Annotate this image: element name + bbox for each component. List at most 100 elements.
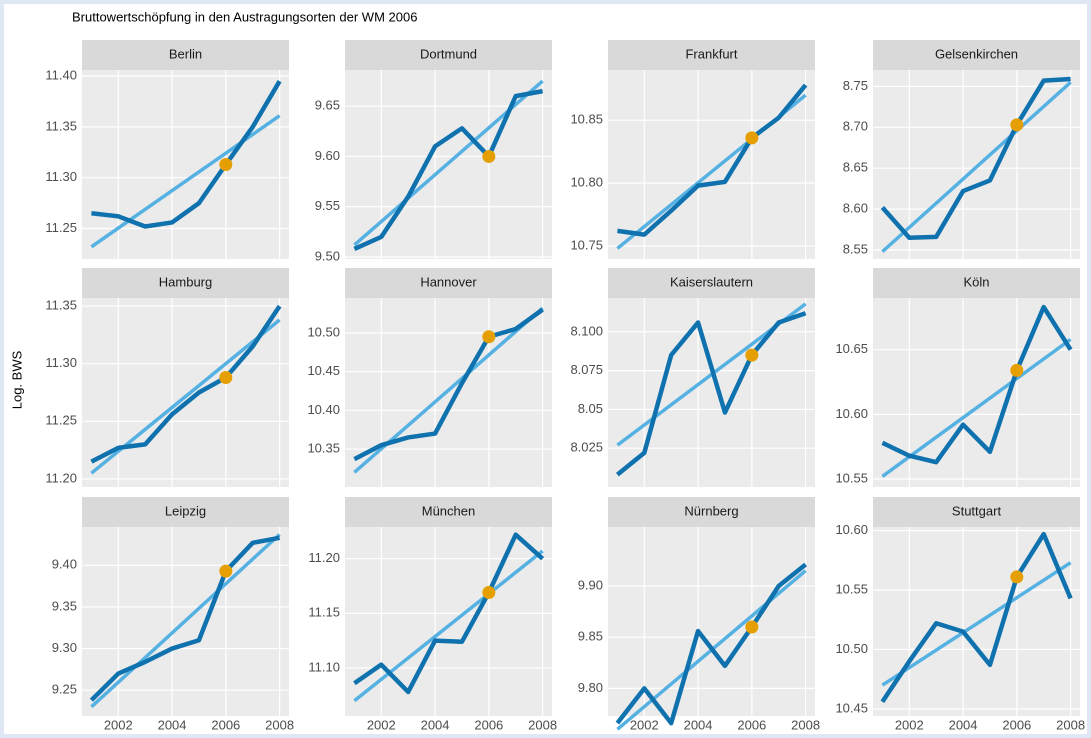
y-tick-label: 9.85 [578,629,603,644]
highlight-point [482,586,496,600]
strip [345,497,552,527]
x-tick-label: 2002 [367,717,396,732]
data-line [91,80,282,229]
data-line [615,311,807,477]
strip [608,40,815,70]
panel-background [82,298,289,487]
y-tick-label: 10.80 [570,175,603,190]
data-line [880,76,1071,240]
trend-line [881,80,1072,253]
trend-line [90,533,281,709]
y-tick-label: 8.75 [843,78,868,93]
highlight-point [745,348,759,362]
highlight-point [482,330,496,344]
x-tick-label: 2004 [949,717,978,732]
y-tick-label: 9.80 [578,680,603,695]
y-tick-label: 11.30 [45,169,77,184]
x-tick-label: 2008 [1056,717,1085,732]
panel-background [608,527,815,716]
x-tick-label: 2002 [630,717,659,732]
highlight-point [482,149,496,163]
y-tick-label: 10.60 [835,406,868,421]
data-line [615,562,807,726]
trend-line [881,337,1072,478]
y-tick-label: 10.35 [307,440,340,455]
x-tick-label: 2008 [791,717,820,732]
y-tick-label: 9.90 [578,577,603,592]
highlight-point [745,131,759,145]
y-tick-label: 11.25 [45,220,77,235]
y-tick-label: 9.40 [52,557,77,572]
y-tick-label: 9.35 [52,598,77,613]
panel-title: Kaiserslautern [670,274,753,289]
strip [345,40,552,70]
y-tick-label: 11.35 [45,118,77,133]
y-tick-label: 9.65 [315,98,340,113]
chart-title: Bruttowertschöpfung in den Austragungsor… [72,9,417,24]
y-tick-label: 10.45 [307,363,340,378]
y-tick-label: 11.35 [45,298,77,313]
y-tick-label: 10.60 [835,522,868,537]
strip [608,497,815,527]
y-tick-label: 8.65 [843,160,868,175]
data-line [617,83,808,237]
x-tick-label: 2004 [684,717,713,732]
x-tick-label: 2008 [528,717,557,732]
panel-title: Gelsenkirchen [935,46,1018,61]
panel-title: Hamburg [159,274,212,289]
highlight-point [219,371,233,385]
y-tick-label: 10.85 [570,112,603,127]
highlight-point [219,564,233,578]
y-tick-label: 8.70 [843,119,868,134]
y-tick-label: 8.05 [578,401,603,416]
data-line [353,307,544,462]
x-tick-label: 2004 [421,717,450,732]
data-line [90,304,282,464]
y-tick-label: 8.075 [570,362,603,377]
panel-background [873,527,1080,716]
y-tick-label: 11.20 [308,550,340,565]
y-tick-label: 10.40 [307,402,340,417]
y-tick-label: 10.50 [307,324,340,339]
y-tick-label: 10.75 [570,237,603,252]
y-tick-label: 9.55 [315,198,340,213]
x-tick-label: 2006 [1002,717,1031,732]
strip [873,40,1080,70]
data-line [881,304,1073,465]
panel-title: Nürnberg [684,503,738,518]
y-tick-label: 9.60 [315,148,340,163]
highlight-point [219,158,233,171]
y-tick-label: 8.60 [843,201,868,216]
panel-background [345,527,552,716]
y-tick-label: 9.25 [52,682,77,697]
y-tick-label: 11.10 [308,659,340,674]
panel-title: Berlin [169,46,202,61]
panel-title: Dortmund [420,46,477,61]
panel-title: Köln [963,274,989,289]
panel-title: München [422,503,475,518]
y-tick-label: 8.55 [843,241,868,256]
strip [345,268,552,298]
x-tick-label: 2002 [895,717,924,732]
y-tick-label: 8.025 [570,440,603,455]
strip [82,497,289,527]
highlight-point [1010,118,1024,132]
highlight-point [1010,363,1024,377]
trend-line [881,561,1072,687]
y-tick-label: 11.30 [45,355,77,370]
y-tick-label: 10.55 [835,470,868,485]
y-axis-label: Log. BWS [9,350,24,409]
panel-title: Leipzig [165,503,206,518]
y-tick-label: 9.30 [52,640,77,655]
x-tick-label: 2006 [211,717,240,732]
data-line [880,531,1073,703]
trend-line [90,114,281,249]
y-tick-label: 8.100 [570,323,603,338]
y-tick-label: 11.40 [45,68,77,83]
y-tick-label: 10.50 [835,641,868,656]
highlight-point [1010,570,1024,584]
panel-title: Frankfurt [685,46,737,61]
x-tick-label: 2006 [737,717,766,732]
